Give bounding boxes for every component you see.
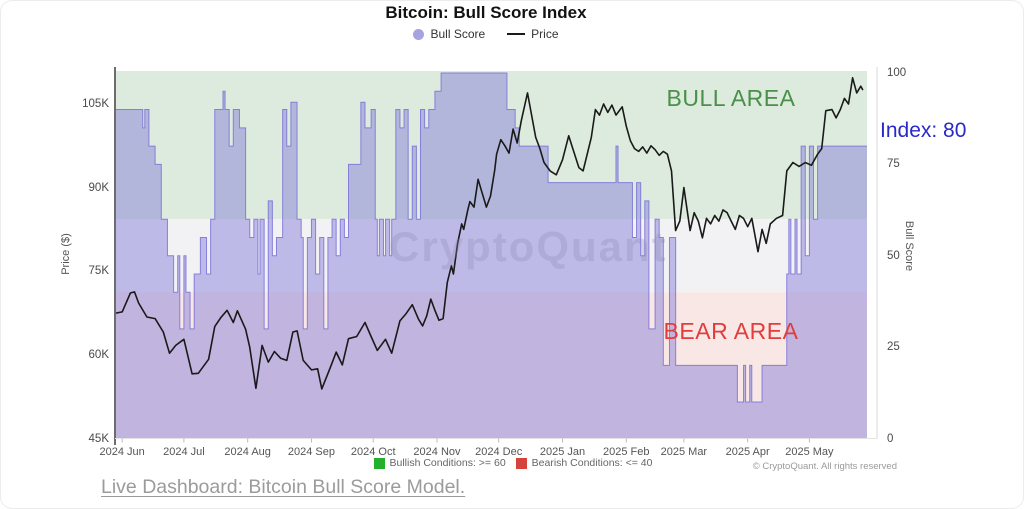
conditions-legend: Bullish Conditions: >= 60 Bearish Condit… [1,457,1023,469]
y-right-tick-label: 75 [887,158,900,171]
x-tick-label: 2025 May [785,446,834,458]
x-tick-label: 2025 Apr [725,446,770,458]
price-line [115,77,864,390]
bull-area-annotation: BULL AREA [666,85,796,111]
x-tick-label: 2024 Jul [163,446,205,458]
y-left-tick-label: 90K [88,181,109,194]
legend-item-price[interactable]: Price [507,27,559,41]
price-line-icon [507,33,526,35]
y-left-tick-label: 105K [82,98,109,110]
y-axis-right-title: Bull Score [903,220,915,272]
live-dashboard-link[interactable]: Live Dashboard: Bitcoin Bull Score Model… [101,476,466,498]
bullish-conditions-item: Bullish Conditions: >= 60 [373,457,506,469]
y-right-tick-label: 0 [887,432,894,445]
x-tick-label: 2024 Sep [287,446,335,458]
bull-score-edge [116,72,867,403]
chart-title: Bitcoin: Bull Score Index [385,3,587,22]
neutral-band [116,219,867,293]
bullish-conditions-label: Bullish Conditions: >= 60 [389,457,506,469]
legend-item-bull-score[interactable]: Bull Score [413,27,485,41]
chart-legend: Bull Score Price [1,27,971,41]
bull-score-area [116,73,867,439]
bullish-swatch-icon [373,457,385,469]
y-left-tick-label: 75K [88,265,109,278]
x-tick-label: 2024 Oct [350,446,396,458]
y-left-tick-label: 45K [88,432,109,445]
x-tick-label: 2025 Mar [660,446,708,458]
y-right-tick-label: 100 [887,67,907,79]
bearish-conditions-item: Bearish Conditions: <= 40 [515,457,653,469]
y-left-tick-label: 60K [88,348,109,361]
x-tick-label: 2025 Feb [603,446,650,458]
current-index-annotation: Index: 80 [880,119,967,142]
x-tick-label: 2024 Jun [99,446,145,458]
x-tick-label: 2024 Aug [224,446,271,458]
cryptoquant-watermark: CryptoQuant [389,223,668,270]
x-tick-label: 2024 Dec [475,446,523,458]
y-right-tick-label: 25 [887,341,900,354]
y-right-tick-label: 50 [887,249,900,262]
bear-area-annotation: BEAR AREA [663,318,799,344]
bearish-swatch-icon [515,457,527,469]
x-tick-label: 2025 Jan [539,446,586,458]
bear-band [116,292,867,439]
legend-bull-score-label: Bull Score [430,27,486,41]
x-tick-label: 2024 Nov [413,446,461,458]
copyright-notice: © CryptoQuant. All rights reserved [752,461,897,472]
bearish-conditions-label: Bearish Conditions: <= 40 [531,457,653,469]
bull-score-dot-icon [413,28,425,40]
legend-price-label: Price [531,27,559,41]
